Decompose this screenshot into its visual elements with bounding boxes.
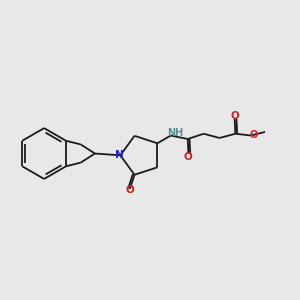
Text: O: O: [250, 130, 258, 140]
Text: O: O: [183, 152, 192, 162]
Text: O: O: [125, 184, 134, 195]
Text: O: O: [230, 111, 239, 121]
Text: N: N: [115, 150, 124, 160]
Text: NH: NH: [167, 128, 183, 138]
